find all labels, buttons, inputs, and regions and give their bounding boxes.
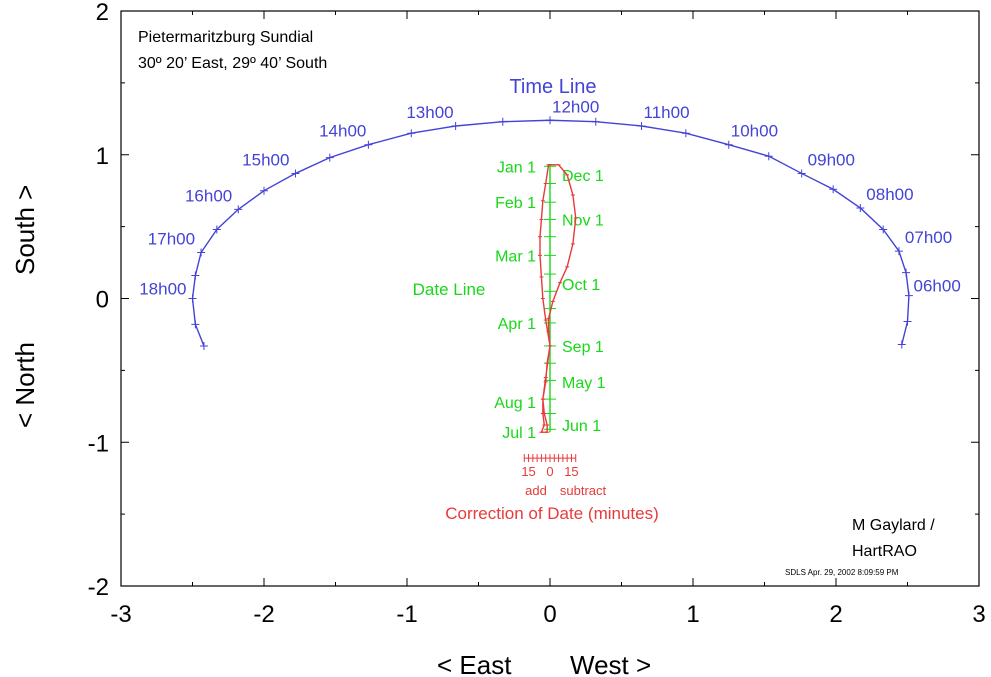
timestamp-stamp: SDLS Apr. 29, 2002 8:09:59 PM xyxy=(785,568,899,577)
time-line-point xyxy=(325,153,334,162)
date-line-label: Date Line xyxy=(413,280,486,299)
date-label: Feb 1 xyxy=(495,195,536,212)
chart-subtitle: 30º 20’ East, 29º 40’ South xyxy=(138,55,327,72)
time-line-point xyxy=(856,203,865,212)
date-label: Nov 1 xyxy=(562,212,604,229)
hour-label: 16h00 xyxy=(185,186,232,205)
hour-label: 06h00 xyxy=(914,277,961,296)
time-line-point xyxy=(197,248,206,257)
date-label: Dec 1 xyxy=(562,168,604,185)
hour-label: 15h00 xyxy=(242,150,289,169)
x-tick-label: -3 xyxy=(110,601,131,628)
time-line-point xyxy=(291,169,300,178)
date-label: Mar 1 xyxy=(495,248,536,265)
time-line-point xyxy=(199,341,208,350)
date-label: Sep 1 xyxy=(562,339,604,356)
date-label: Oct 1 xyxy=(562,277,600,294)
x-tick-label: 2 xyxy=(829,601,842,628)
hour-label: 17h00 xyxy=(148,230,195,249)
time-line-point xyxy=(191,271,200,280)
y-tick-label: -1 xyxy=(88,430,109,457)
time-line-point xyxy=(637,122,646,130)
time-line-point xyxy=(407,129,416,138)
time-line-point xyxy=(498,117,507,126)
x-axis-title-west: West > xyxy=(570,650,651,677)
date-label: Apr 1 xyxy=(498,316,536,333)
correction-scale-label: 0 xyxy=(546,464,553,479)
time-line-point xyxy=(797,169,806,178)
x-tick-label: -2 xyxy=(253,601,274,628)
y-tick-label: 0 xyxy=(96,287,109,314)
x-tick-label: 3 xyxy=(972,601,985,628)
date-line: Jan 1 Feb 1 Mar 1 Apr 1 Aug 1 Jul 1 Dec 1 Nov 1… xyxy=(494,159,605,442)
date-label: Aug 1 xyxy=(494,395,536,412)
time-line-point xyxy=(364,140,373,149)
hour-label: 14h00 xyxy=(319,122,366,141)
time-line-point xyxy=(764,152,773,161)
time-line-point xyxy=(546,116,554,125)
x-tick-label: -1 xyxy=(396,601,417,628)
time-line-point xyxy=(904,291,913,300)
hour-label: 12h00 xyxy=(552,97,599,116)
time-line-point xyxy=(260,186,268,195)
y-axis-title-south: South > xyxy=(10,185,40,275)
analemma-series xyxy=(539,164,577,433)
date-label: Jan 1 xyxy=(497,159,536,176)
time-line: 18h00 17h00 16h00 15h00 14h00 13h00 12h00 11h00… xyxy=(139,97,961,350)
hour-label: 10h00 xyxy=(731,122,778,141)
analemma: 15 0 15 xyxy=(521,164,579,479)
hour-label: 08h00 xyxy=(866,185,913,204)
y-tick-label: 2 xyxy=(96,0,109,26)
time-line-label: Time Line xyxy=(509,76,596,98)
correction-label: Correction of Date (minutes) xyxy=(445,504,659,523)
credit-line-2: HartRAO xyxy=(852,543,917,560)
x-axis-title-east: < East xyxy=(437,650,512,677)
add-label: add xyxy=(525,483,547,498)
subtract-label: subtract xyxy=(560,483,607,498)
time-line-point xyxy=(451,122,460,130)
y-axis-title-north: < North xyxy=(10,342,40,428)
date-label: May 1 xyxy=(562,375,606,392)
date-label: Jun 1 xyxy=(562,418,601,435)
time-line-point xyxy=(191,320,200,329)
chart-title: Pietermaritzburg Sundial xyxy=(138,29,313,46)
time-line-point xyxy=(234,205,243,214)
hour-label: 11h00 xyxy=(644,103,690,122)
time-line-point xyxy=(188,294,197,303)
correction-scale-label: 15 xyxy=(521,464,535,479)
y-tick-label: 1 xyxy=(96,143,109,170)
time-line-point xyxy=(879,225,888,234)
time-line-point xyxy=(894,247,903,256)
time-line-point xyxy=(897,340,906,349)
y-tick-label: -2 xyxy=(88,574,109,601)
hour-label: 13h00 xyxy=(406,103,453,122)
time-line-point xyxy=(724,140,733,149)
correction-scale-label: 15 xyxy=(564,464,578,479)
x-tick-label: 0 xyxy=(543,601,556,628)
time-line-point xyxy=(681,129,690,138)
hour-label: 07h00 xyxy=(905,228,952,247)
time-line-point xyxy=(829,185,838,194)
time-line-point xyxy=(212,225,221,234)
date-label: Jul 1 xyxy=(502,425,536,442)
credit-line-1: M Gaylard / xyxy=(852,517,935,534)
time-line-point xyxy=(591,117,600,126)
time-line-point xyxy=(902,268,911,277)
time-line-point xyxy=(903,317,912,326)
hour-label: 09h00 xyxy=(808,150,855,169)
hour-label: 18h00 xyxy=(139,280,186,299)
x-tick-label: 1 xyxy=(686,601,699,628)
